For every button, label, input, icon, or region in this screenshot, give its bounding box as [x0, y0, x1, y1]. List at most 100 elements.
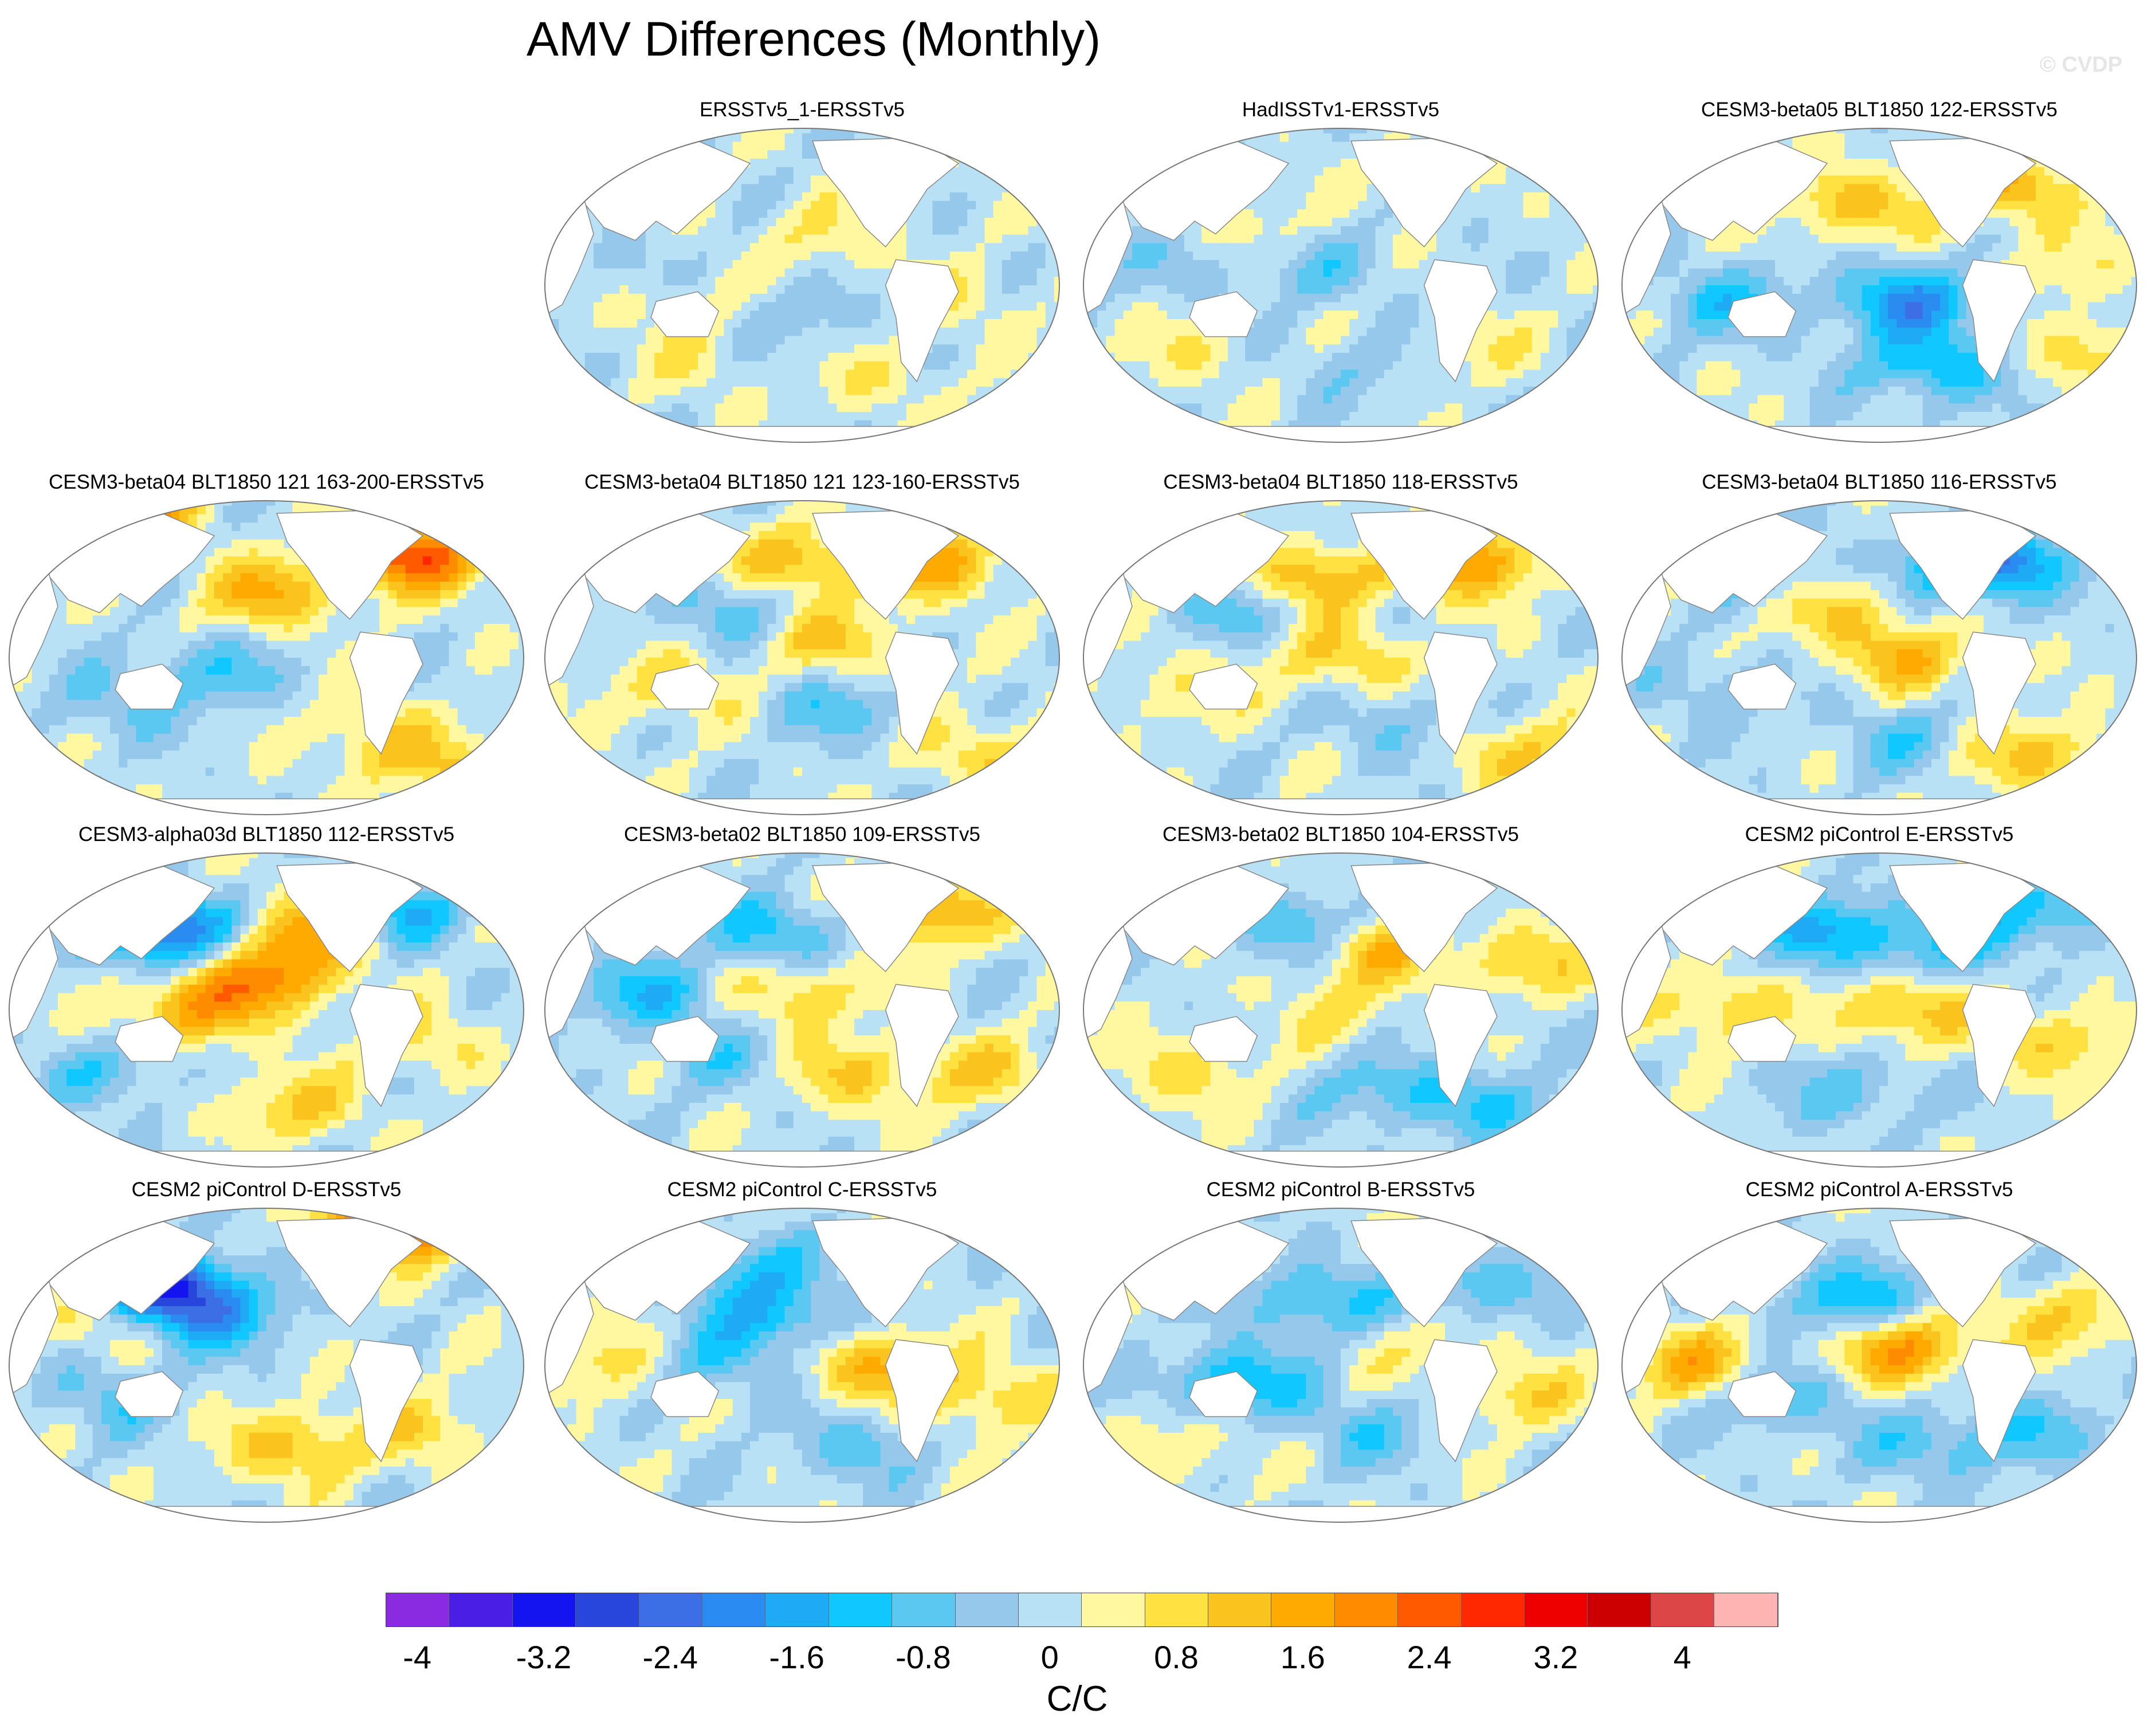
- field-cell: [915, 218, 924, 227]
- field-cell: [545, 319, 551, 328]
- field-cell: [811, 293, 820, 303]
- field-cell: [1584, 293, 1593, 303]
- field-cell: [2122, 150, 2132, 159]
- field-cell: [689, 344, 698, 353]
- field-cell: [545, 142, 551, 151]
- field-cell: [759, 386, 768, 396]
- field-cell: [2088, 142, 2097, 151]
- field-cell: [611, 395, 621, 404]
- field-cell: [1314, 311, 1324, 320]
- field-cell: [1757, 133, 1767, 143]
- field-cell: [2027, 142, 2036, 151]
- field-cell: [1584, 128, 1593, 134]
- field-cell: [1306, 311, 1315, 320]
- field-cell: [1045, 260, 1055, 269]
- field-cell: [976, 302, 985, 311]
- field-cell: [1566, 327, 1576, 337]
- field-cell: [1106, 395, 1116, 404]
- field-cell: [1175, 336, 1185, 345]
- field-cell: [1132, 370, 1141, 379]
- field-cell: [1349, 175, 1358, 184]
- field-cell: [1262, 361, 1272, 370]
- field-cell: [1289, 311, 1298, 320]
- field-cell: [654, 234, 663, 243]
- field-cell: [1045, 158, 1055, 168]
- map-svg: [1083, 128, 1599, 443]
- field-cell: [1123, 184, 1133, 193]
- field-cell: [1341, 226, 1350, 235]
- field-cell: [871, 243, 881, 252]
- field-cell: [1558, 437, 1567, 442]
- field-cell: [1123, 352, 1133, 362]
- field-cell: [2131, 128, 2137, 134]
- field-cell: [793, 277, 803, 286]
- field-cell: [1558, 226, 1567, 235]
- field-cell: [1193, 370, 1202, 379]
- field-cell: [837, 311, 846, 320]
- field-cell: [1011, 252, 1020, 261]
- field-cell: [1575, 361, 1585, 370]
- field-cell: [1558, 293, 1567, 303]
- field-cell: [1622, 133, 1628, 143]
- field-cell: [1558, 319, 1567, 328]
- field-cell: [1862, 158, 1871, 168]
- field-cell: [802, 344, 811, 353]
- field-cell: [741, 226, 751, 235]
- field-cell: [619, 302, 629, 311]
- field-cell: [1506, 344, 1515, 353]
- field-cell: [1158, 412, 1168, 421]
- field-cell: [1540, 128, 1550, 134]
- field-cell: [628, 319, 638, 328]
- field-cell: [854, 260, 863, 269]
- field-cell: [871, 128, 881, 134]
- field-cell: [941, 327, 951, 337]
- field-cell: [1036, 234, 1046, 243]
- field-cell: [1132, 403, 1141, 412]
- field-cell: [1141, 395, 1150, 404]
- field-cell: [1036, 201, 1046, 210]
- field-cell: [1175, 268, 1185, 277]
- field-cell: [1349, 218, 1358, 227]
- field-cell: [993, 128, 1003, 134]
- field-cell: [1506, 234, 1515, 243]
- field-cell: [1141, 128, 1150, 134]
- field-cell: [1419, 319, 1428, 328]
- field-cell: [1019, 311, 1028, 320]
- field-cell: [611, 429, 621, 438]
- field-cell: [715, 437, 725, 442]
- field-cell: [1523, 378, 1533, 387]
- field-cell: [1201, 234, 1211, 243]
- field-cell: [698, 128, 707, 134]
- field-cell: [654, 128, 663, 134]
- field-cell: [1375, 311, 1385, 320]
- field-cell: [689, 260, 698, 269]
- field-cell: [1393, 336, 1402, 345]
- field-cell: [1531, 395, 1541, 404]
- field-cell: [1083, 184, 1089, 193]
- field-cell: [1523, 142, 1533, 151]
- field-cell: [1314, 260, 1324, 269]
- field-cell: [1488, 175, 1498, 184]
- field-cell: [1193, 361, 1202, 370]
- field-cell: [959, 252, 968, 261]
- field-cell: [594, 378, 603, 387]
- field-cell: [897, 386, 907, 396]
- field-cell: [1245, 378, 1254, 387]
- field-cell: [967, 336, 976, 345]
- field-cell: [1341, 361, 1350, 370]
- field-cell: [1592, 429, 1598, 438]
- field-cell: [1436, 412, 1446, 421]
- field-cell: [863, 412, 872, 421]
- field-cell: [1592, 285, 1598, 294]
- field-cell: [1083, 336, 1089, 345]
- field-cell: [576, 277, 586, 286]
- field-cell: [1201, 378, 1211, 387]
- field-cell: [1271, 412, 1281, 421]
- field-cell: [1297, 226, 1306, 235]
- field-cell: [689, 437, 698, 442]
- field-cell: [784, 352, 794, 362]
- field-cell: [837, 260, 846, 269]
- field-cell: [567, 327, 577, 337]
- field-cell: [1236, 285, 1246, 294]
- field-cell: [559, 201, 568, 210]
